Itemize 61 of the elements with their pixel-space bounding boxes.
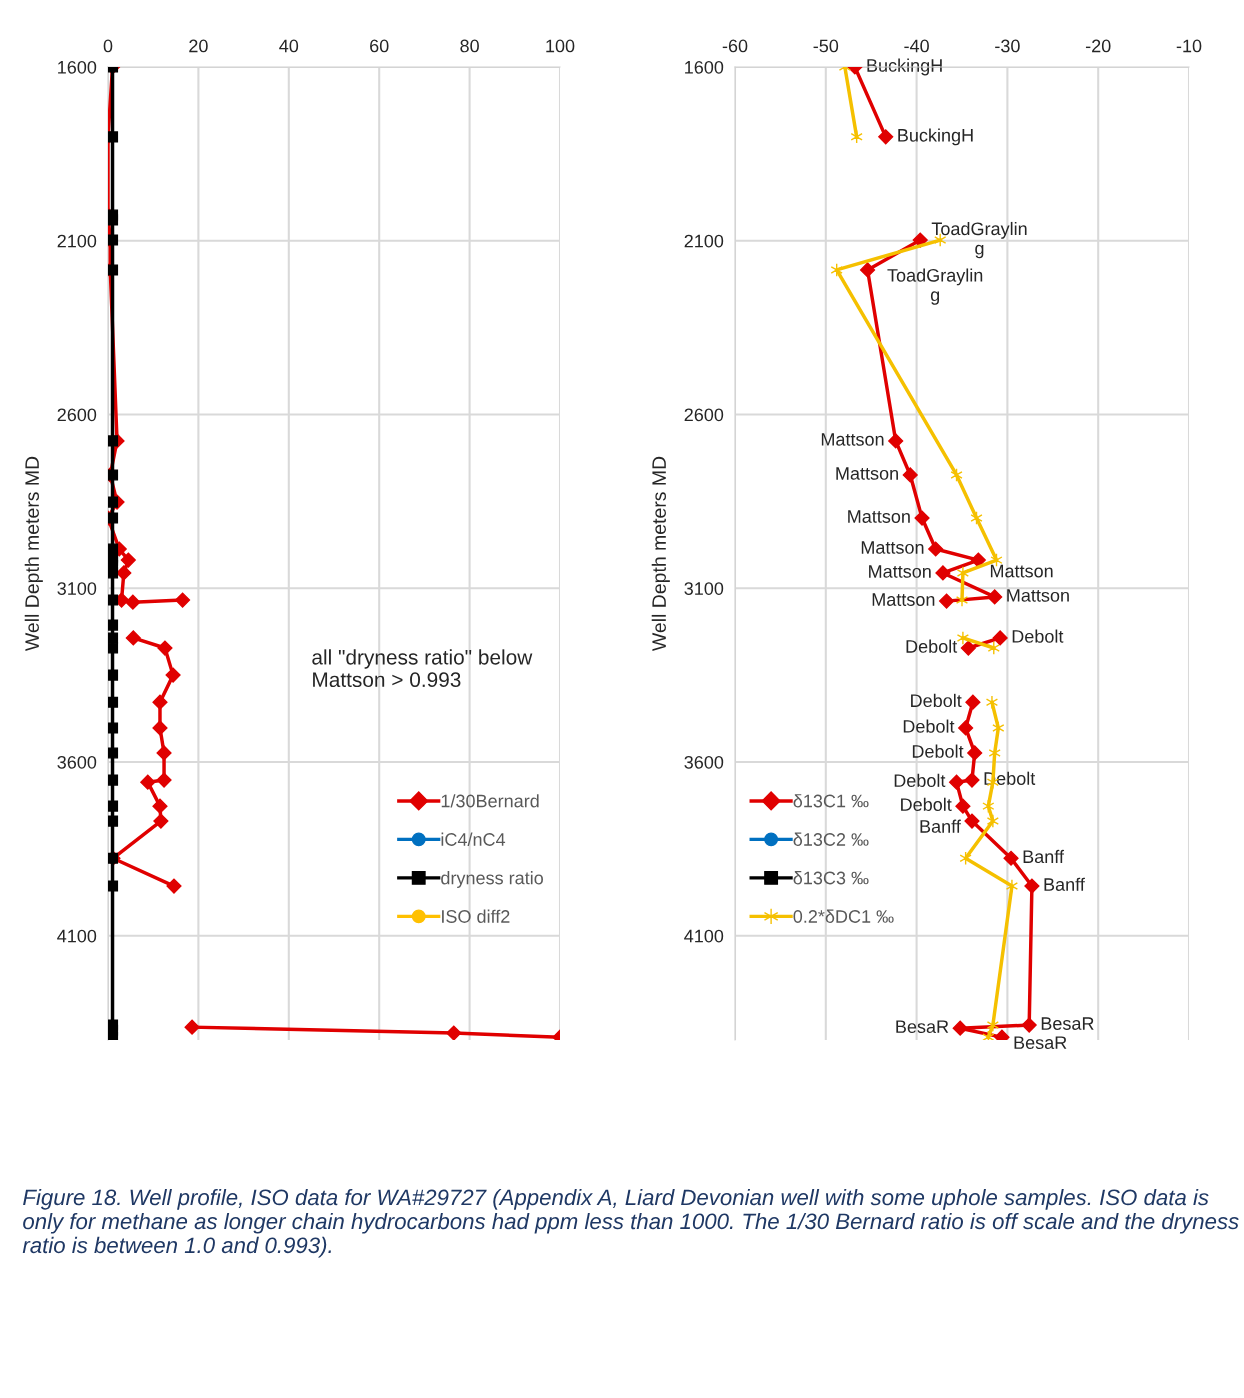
data-label: Debolt xyxy=(894,773,946,787)
legend-label: iC4/nC4 xyxy=(441,832,506,846)
legend-label: ISO diff2 xyxy=(442,909,510,923)
data-label: Mattson xyxy=(848,510,910,523)
data-label: Debolt xyxy=(1012,629,1064,643)
x-tick-label: -60 xyxy=(722,39,748,53)
data-label: Mattson xyxy=(1007,589,1069,602)
data-label: Mattson xyxy=(869,565,931,578)
data-label: ToadGraylin g xyxy=(931,221,1027,259)
x-tick-label: 60 xyxy=(370,39,389,53)
x-tick-label: 0 xyxy=(103,39,113,53)
data-label: Mattson xyxy=(821,433,884,446)
x-tick-label: 20 xyxy=(189,39,208,53)
data-label: Debolt xyxy=(912,744,964,758)
data-label: Banff xyxy=(1044,877,1085,891)
y-tick-label: 4100 xyxy=(57,929,97,943)
x-tick-label: -40 xyxy=(904,39,929,53)
data-label: BesaR xyxy=(1014,1036,1067,1050)
y-tick-label: 3600 xyxy=(684,755,724,769)
x-tick-label: -50 xyxy=(813,39,839,53)
data-label: Mattson xyxy=(861,541,924,554)
data-label: BesaR xyxy=(1041,1017,1094,1030)
y-tick-label: 3100 xyxy=(57,582,97,595)
y-tick-label: 2600 xyxy=(684,408,724,422)
data-label: Debolt xyxy=(903,719,955,733)
data-label: Banff xyxy=(920,819,961,833)
x-tick-label: 100 xyxy=(546,39,575,53)
x-tick-label: 80 xyxy=(460,39,479,53)
y-tick-label: 3100 xyxy=(684,582,724,595)
data-label: BuckingH xyxy=(867,58,942,76)
annotation: all "dryness ratio" below Mattson > 0.993 xyxy=(312,649,533,688)
data-label: Debolt xyxy=(901,797,952,811)
data-label: BesaR xyxy=(896,1020,949,1034)
y-tick-label: 2600 xyxy=(57,408,97,422)
legend-label: δ13C3 ‰ xyxy=(793,871,869,885)
legend-label: δ13C2 ‰ xyxy=(793,832,869,846)
y-tick-label: 1600 xyxy=(58,60,97,74)
data-label: Mattson xyxy=(872,593,935,606)
data-label: BuckingH xyxy=(898,128,973,146)
legend-label: dryness ratio xyxy=(441,871,543,888)
y-tick-label: 3600 xyxy=(57,755,97,769)
data-label: Mattson xyxy=(990,564,1053,578)
x-tick-label: -10 xyxy=(1176,39,1202,53)
y-tick-label: 2100 xyxy=(684,234,724,248)
y-tick-label: 4100 xyxy=(684,929,724,943)
data-label: ToadGraylin g xyxy=(887,268,983,305)
y-tick-label: 2100 xyxy=(57,234,97,248)
data-label: Debolt xyxy=(911,693,962,708)
x-tick-label: -20 xyxy=(1085,39,1111,53)
y-axis-title: Well Depth meters MD xyxy=(651,456,670,652)
x-tick-label: 40 xyxy=(279,39,299,53)
y-axis-title: Well Depth meters MD xyxy=(24,456,43,652)
legend-label: 0.2*δDC1 ‰ xyxy=(793,909,894,923)
x-tick-label: -30 xyxy=(995,39,1020,53)
caption: Figure 18. Well profile, ISO data for WA#29727 (Appendix A, Liard Devonian well with some uphole samples. ISO data is only for methane as longer chain hydrocarbons had ppm less than 1000. The 1/30 Bernard ratio is off scale and the dryness ratio is between 1.0 and 0.993). xyxy=(22,1188,1239,1258)
y-tick-label: 1600 xyxy=(685,60,724,74)
legend-label: δ13C1 ‰ xyxy=(793,794,869,808)
legend-label: 1/30Bernard xyxy=(441,794,539,808)
data-label: Debolt xyxy=(906,639,958,653)
data-label: Mattson xyxy=(836,467,898,480)
data-label: Banff xyxy=(1023,849,1065,864)
